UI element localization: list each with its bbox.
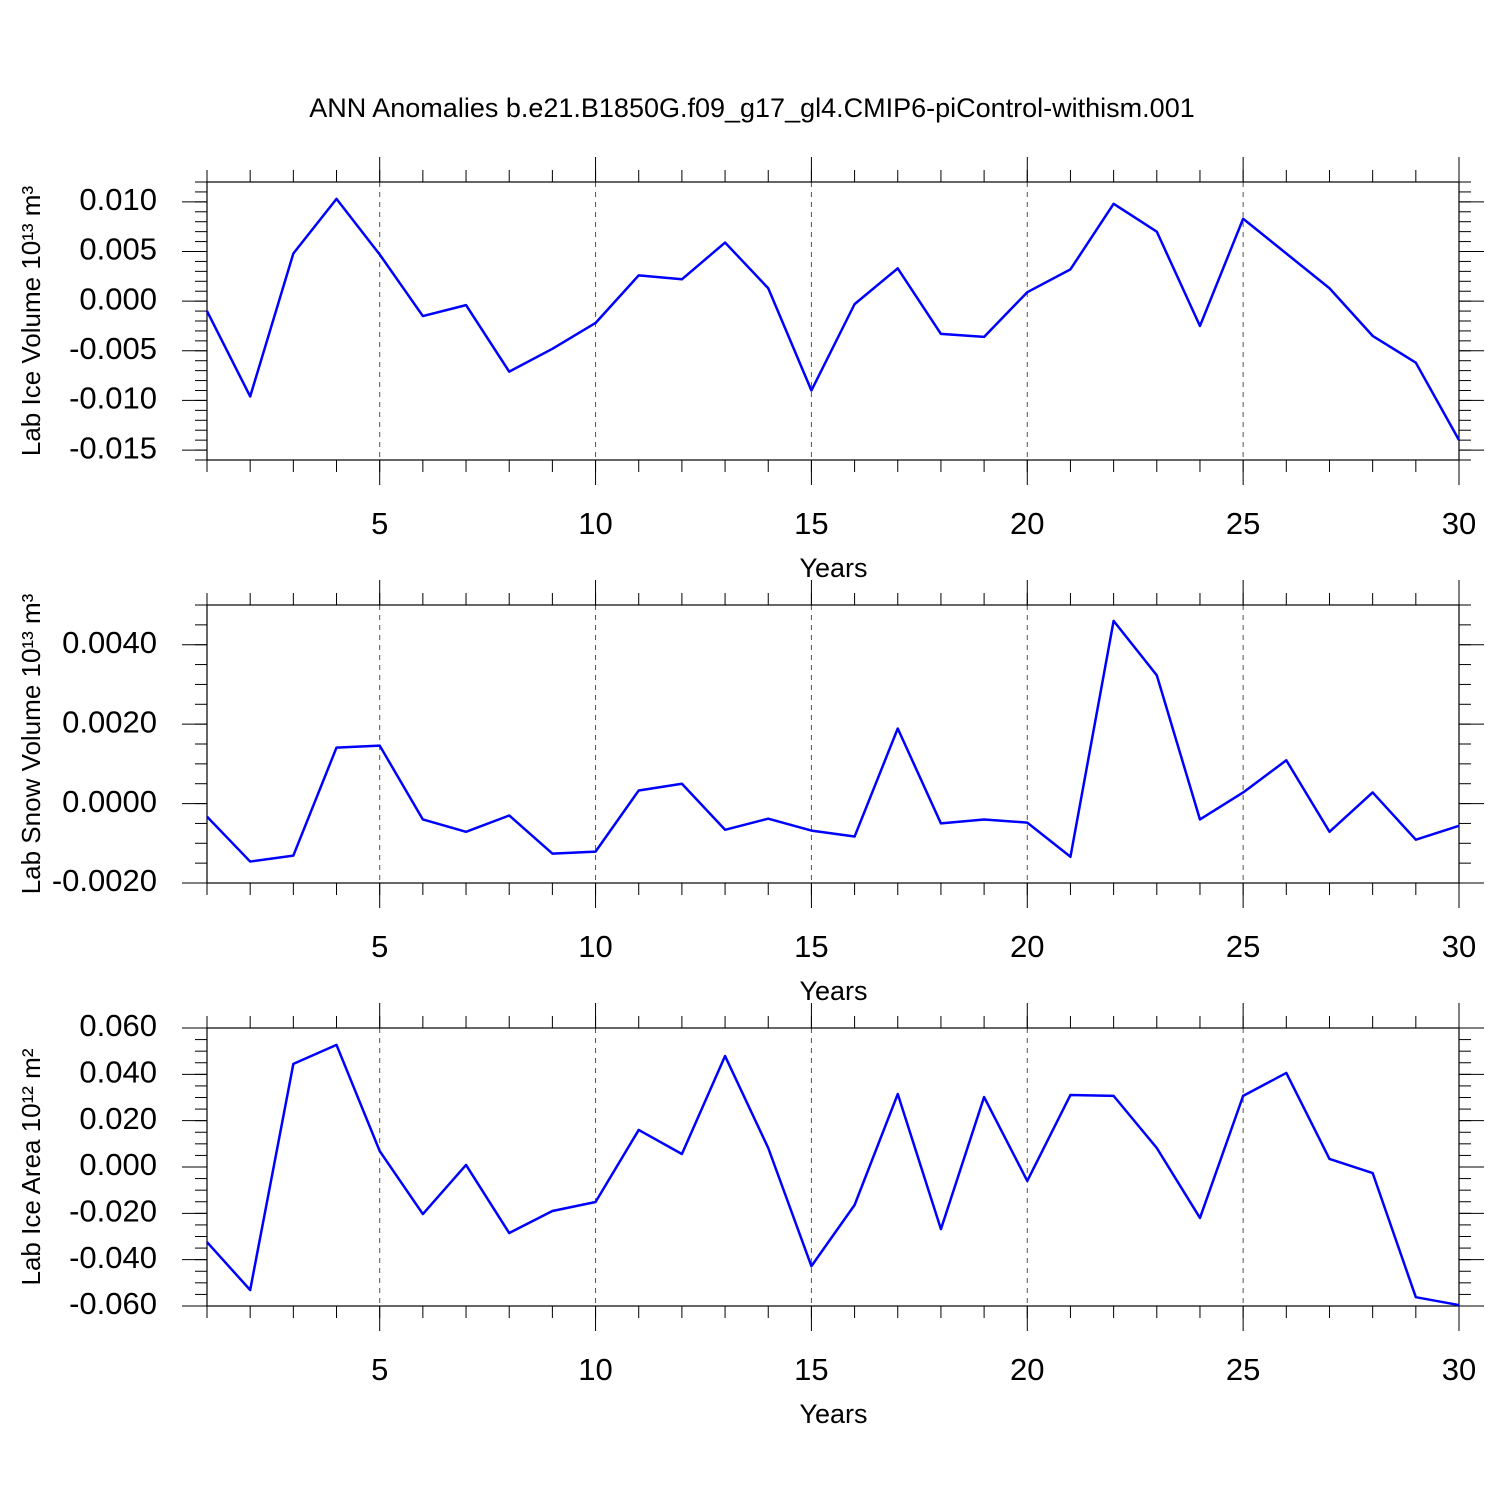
x-tick-label: 20 — [1010, 929, 1044, 964]
x-tick-label: 5 — [371, 1352, 388, 1387]
x-tick-label: 15 — [794, 506, 828, 541]
x-tick-label: 30 — [1442, 1352, 1476, 1387]
x-tick-label: 15 — [794, 1352, 828, 1387]
y-tick-label: -0.060 — [69, 1286, 157, 1321]
y-tick-label: 0.0040 — [62, 625, 157, 660]
y-axis-label: Lab Ice Area 10¹² m² — [16, 1048, 46, 1285]
x-tick-label: 15 — [794, 929, 828, 964]
y-tick-label: -0.020 — [69, 1194, 157, 1229]
x-tick-label: 25 — [1226, 506, 1260, 541]
plot-frame — [206, 604, 1460, 884]
y-tick-label: 0.000 — [79, 1147, 157, 1182]
y-tick-label: 0.0000 — [62, 784, 157, 819]
data-line — [206, 619, 1460, 863]
y-tick-label: -0.010 — [69, 381, 157, 416]
y-tick-label: -0.0020 — [52, 863, 157, 898]
x-tick-label: 20 — [1010, 506, 1044, 541]
x-tick-label: 30 — [1442, 506, 1476, 541]
x-tick-label: 10 — [578, 1352, 612, 1387]
y-axis-label: Lab Snow Volume 10¹³ m³ — [16, 593, 46, 894]
x-tick-label: 10 — [578, 506, 612, 541]
data-line — [206, 1043, 1460, 1307]
y-tick-label: 0.010 — [79, 182, 157, 217]
x-tick-label: 5 — [371, 506, 388, 541]
y-tick-label: 0.040 — [79, 1055, 157, 1090]
y-tick-label: 0.0020 — [62, 704, 157, 739]
figure-title: ANN Anomalies b.e21.B1850G.f09_g17_gl4.C… — [309, 93, 1194, 123]
x-tick-label: 5 — [371, 929, 388, 964]
y-tick-label: 0.005 — [79, 232, 157, 267]
y-tick-label: -0.040 — [69, 1240, 157, 1275]
x-axis-label: Years — [799, 1399, 867, 1429]
y-tick-label: 0.020 — [79, 1101, 157, 1136]
x-tick-label: 30 — [1442, 929, 1476, 964]
y-tick-label: -0.005 — [69, 331, 157, 366]
plot-frame — [206, 1027, 1460, 1307]
x-tick-label: 10 — [578, 929, 612, 964]
x-tick-label: 20 — [1010, 1352, 1044, 1387]
y-tick-label: 0.000 — [79, 281, 157, 316]
y-tick-label: 0.060 — [79, 1008, 157, 1043]
x-tick-label: 25 — [1226, 929, 1260, 964]
plot-frame — [206, 181, 1460, 461]
x-tick-label: 25 — [1226, 1352, 1260, 1387]
x-axis-label: Years — [799, 976, 867, 1006]
data-line — [205, 197, 1461, 441]
y-axis-label: Lab Ice Volume 10¹³ m³ — [16, 186, 46, 457]
y-tick-label: -0.015 — [69, 430, 157, 465]
x-axis-label: Years — [799, 553, 867, 583]
